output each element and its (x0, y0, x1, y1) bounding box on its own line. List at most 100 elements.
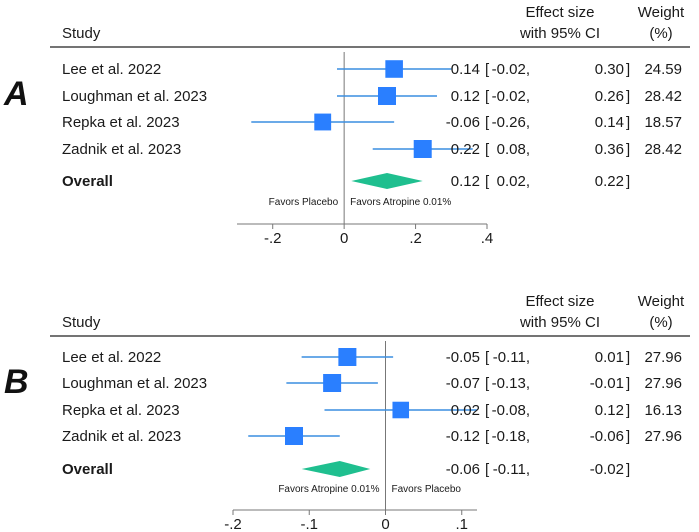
x-tick-label: 0 (340, 230, 348, 247)
ci-upper: 0.30 (595, 61, 624, 78)
study-name: Loughman et al. 2023 (62, 88, 207, 105)
study-row: Lee et al. 2022 0.14 [-0.02, 0.30] 24.59 (62, 60, 682, 78)
study-name: Loughman et al. 2023 (62, 375, 207, 392)
ci-close-bracket: ] (626, 349, 630, 366)
ci-close-bracket: ] (626, 88, 630, 105)
overall-diamond (301, 461, 371, 477)
study-weight: 27.96 (644, 375, 682, 392)
ci-open-bracket: [ (485, 88, 490, 105)
ci-upper: 0.01 (595, 349, 624, 366)
study-name: Lee et al. 2022 (62, 61, 161, 78)
ci-close-bracket: ] (626, 114, 630, 131)
favors-left-label: Favors Placebo (269, 197, 339, 208)
effect-estimate: 0.22 (451, 141, 480, 158)
overall-label: Overall (62, 461, 113, 478)
ci-open-bracket: [ (485, 402, 490, 419)
study-name: Lee et al. 2022 (62, 349, 161, 366)
study-weight: 27.96 (644, 428, 682, 445)
header-study: Study (62, 25, 101, 42)
ci-open-bracket: [ (485, 428, 490, 445)
study-weight: 28.42 (644, 88, 682, 105)
study-weight: 18.57 (644, 114, 682, 131)
ci-lower: -0.18, (492, 428, 530, 445)
ci-open-bracket: [ (485, 61, 490, 78)
x-tick-label: -.1 (300, 516, 318, 532)
effect-estimate: -0.07 (446, 375, 480, 392)
study-row: Repka et al. 2023 -0.06 [-0.26, 0.14] 18.57 (62, 113, 682, 131)
effect-marker (323, 374, 342, 392)
effect-marker (285, 427, 303, 445)
study-name: Repka et al. 2023 (62, 402, 180, 419)
favors-left-label: Favors Atropine 0.01% (278, 484, 379, 495)
study-row: Loughman et al. 2023 0.12 [-0.02, 0.26] 28.4… (62, 87, 682, 105)
header-weight-unit: (%) (649, 314, 672, 331)
ci-upper: 0.36 (595, 141, 624, 158)
effect-estimate: -0.06 (446, 114, 480, 131)
x-tick-label: .1 (455, 516, 468, 532)
ci-open-bracket: [ (485, 173, 490, 190)
favors-right-label: Favors Placebo (392, 484, 462, 495)
study-weight: 16.13 (644, 402, 682, 419)
effect-marker (314, 113, 332, 131)
study-name: Repka et al. 2023 (62, 114, 180, 131)
ci-close-bracket: ] (626, 402, 630, 419)
ci-close-bracket: ] (626, 141, 630, 158)
ci-upper: -0.01 (590, 375, 624, 392)
header-ci: with 95% CI (519, 314, 600, 331)
header-weight: Weight (638, 293, 685, 310)
x-tick-label: .2 (409, 230, 422, 247)
forest-panel-b: B Study Effect size with 95% CI Weight (%) Lee… (4, 293, 690, 532)
ci-lower: -0.02, (492, 61, 530, 78)
ci-close-bracket: ] (626, 428, 630, 445)
study-name: Zadnik et al. 2023 (62, 428, 181, 445)
ci-open-bracket: [ (485, 349, 490, 366)
panel-label: B (4, 363, 29, 401)
ci-open-bracket: [ (485, 461, 490, 478)
study-row: Zadnik et al. 2023 -0.12 [-0.18, -0.06] 27.9… (62, 427, 682, 445)
header-ci: with 95% CI (519, 25, 600, 42)
ci-upper: 0.26 (595, 88, 624, 105)
study-weight: 28.42 (644, 141, 682, 158)
ci-open-bracket: [ (485, 114, 490, 131)
overall-label: Overall (62, 173, 113, 190)
study-name: Zadnik et al. 2023 (62, 141, 181, 158)
panel-label: A (3, 75, 29, 113)
ci-upper: 0.12 (595, 402, 624, 419)
header-effect-size: Effect size (526, 4, 595, 21)
favors-right-label: Favors Atropine 0.01% (350, 197, 451, 208)
overall-diamond (351, 173, 423, 189)
ci-upper: 0.14 (595, 114, 624, 131)
x-tick-label: -.2 (224, 516, 242, 532)
effect-estimate: -0.05 (446, 349, 480, 366)
forest-panel-a: A Study Effect size with 95% CI Weight (%) Lee… (3, 4, 690, 247)
overall-ci-lower: 0.02, (497, 173, 530, 190)
header-weight: Weight (638, 4, 685, 21)
header-effect-size: Effect size (526, 293, 595, 310)
ci-close-bracket: ] (626, 375, 630, 392)
ci-lower: -0.02, (492, 88, 530, 105)
overall-ci-upper: 0.22 (595, 173, 624, 190)
header-weight-unit: (%) (649, 25, 672, 42)
overall-estimate: -0.06 (446, 461, 480, 478)
overall-row: Overall -0.06 [-0.11, -0.02] (62, 461, 630, 478)
x-tick-label: 0 (381, 516, 389, 532)
study-row: Lee et al. 2022 -0.05 [-0.11, 0.01] 27.96 (62, 348, 682, 366)
effect-estimate: 0.12 (451, 88, 480, 105)
effect-marker (392, 401, 410, 419)
effect-estimate: 0.02 (451, 402, 480, 419)
ci-lower: -0.13, (492, 375, 530, 392)
study-weight: 24.59 (644, 61, 682, 78)
overall-estimate: 0.12 (451, 173, 480, 190)
x-tick-label: -.2 (264, 230, 282, 247)
ci-lower: 0.08, (497, 141, 530, 158)
ci-close-bracket: ] (626, 173, 630, 190)
effect-marker (338, 348, 357, 366)
header-study: Study (62, 314, 101, 331)
ci-open-bracket: [ (485, 375, 490, 392)
ci-lower: -0.26, (492, 114, 530, 131)
study-row: Repka et al. 2023 0.02 [-0.08, 0.12] 16.13 (62, 401, 682, 419)
effect-marker (385, 60, 403, 78)
ci-close-bracket: ] (626, 61, 630, 78)
study-weight: 27.96 (644, 349, 682, 366)
